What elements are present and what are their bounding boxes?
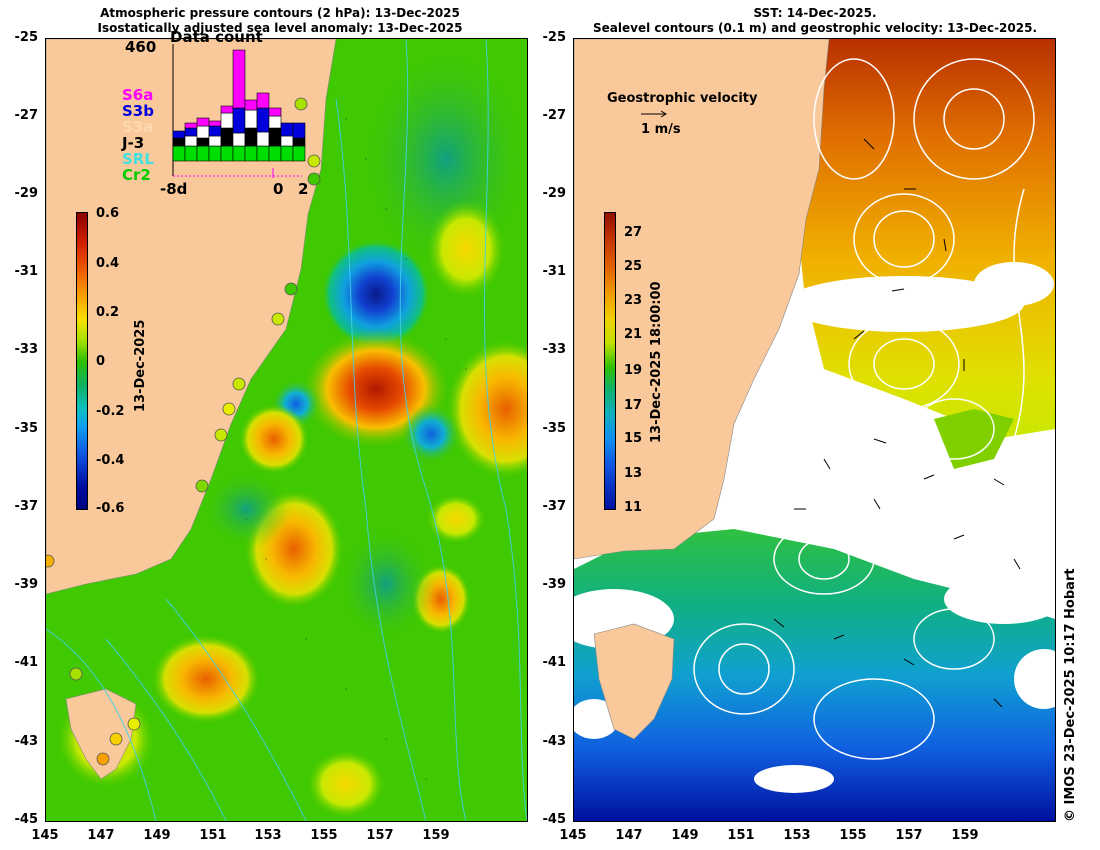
satellite-cr2: Cr2: [122, 166, 151, 184]
lat-tick-right: -37: [542, 499, 567, 514]
lon-tick: 149: [143, 828, 171, 843]
lon-tick-right: 145: [559, 828, 587, 843]
lat-tick-right: -27: [542, 108, 567, 123]
data-count-histogram: [172, 44, 306, 178]
satellite-s6a: S6a: [122, 86, 154, 104]
lat-tick-right: -25: [542, 30, 567, 45]
lat-tick-right: -45: [542, 812, 567, 827]
lat-tick: -45: [14, 812, 39, 827]
satellite-s3b: S3b: [122, 102, 154, 120]
lat-tick: -41: [14, 655, 39, 670]
lon-tick: 155: [310, 828, 338, 843]
sst-colorbar-label: 13-Dec-2025 18:00:00: [649, 281, 664, 443]
lon-tick-right: 147: [615, 828, 643, 843]
lon-tick-right: 159: [951, 828, 979, 843]
left-title-line1: Atmospheric pressure contours (2 hPa): 1…: [100, 6, 460, 20]
velocity-legend-arrow: [641, 110, 667, 118]
sea-level-colorbar: [76, 212, 88, 510]
lat-tick: -25: [14, 30, 39, 45]
sea-level-colorbar-label: 13-Dec-2025: [133, 319, 148, 412]
velocity-legend-label: Geostrophic velocity: [607, 91, 758, 106]
imos-credit: © IMOS 23-Dec-2025 10:17 Hobart: [1063, 568, 1078, 822]
sea-level-colorbar-tick: -0.6: [96, 501, 125, 516]
lon-tick-right: 151: [727, 828, 755, 843]
lat-tick-right: -33: [542, 342, 567, 357]
lon-tick: 159: [422, 828, 450, 843]
sst-field: [574, 39, 1055, 821]
lon-tick-right: 149: [671, 828, 699, 843]
sea-level-colorbar-tick: -0.4: [96, 453, 125, 468]
sst-colorbar-tick: 11: [624, 500, 643, 515]
sea-level-colorbar-tick: 0: [96, 354, 106, 369]
data-count-max: 460: [125, 38, 157, 56]
lat-tick: -35: [14, 421, 39, 436]
lon-tick: 147: [87, 828, 115, 843]
satellite-j3: J-3: [122, 134, 145, 152]
sst-colorbar-tick: 21: [624, 327, 643, 342]
sea-level-colorbar-tick: 0.6: [96, 206, 120, 221]
sst-map[interactable]: Geostrophic velocity 1 m/s: [573, 38, 1056, 822]
sst-colorbar-tick: 25: [624, 259, 643, 274]
sst-colorbar-tick: 27: [624, 225, 643, 240]
lat-tick: -33: [14, 342, 39, 357]
sea-level-anomaly-field: [46, 39, 527, 821]
lat-tick-right: -31: [542, 264, 567, 279]
lon-tick: 153: [254, 828, 282, 843]
sst-colorbar-tick: 13: [624, 466, 643, 481]
australia-mainland: [46, 39, 337, 595]
lat-tick: -37: [14, 499, 39, 514]
sea-level-anomaly-map[interactable]: [45, 38, 528, 822]
right-title-line1: SST: 14-Dec-2025.: [753, 6, 877, 20]
lon-tick-right: 155: [839, 828, 867, 843]
data-count-xtick-zero: 0: [273, 180, 284, 198]
lat-tick-right: -29: [542, 186, 567, 201]
data-count-xtick-end: 2: [298, 180, 309, 198]
tasmania-sst: [593, 623, 675, 740]
lat-tick: -31: [14, 264, 39, 279]
sst-colorbar-tick: 19: [624, 363, 643, 378]
velocity-legend-scale: 1 m/s: [641, 122, 681, 137]
sst-colorbar-tick: 23: [624, 293, 643, 308]
sst-colorbar-tick: 17: [624, 398, 643, 413]
lat-tick: -29: [14, 186, 39, 201]
lon-tick: 145: [31, 828, 59, 843]
right-title-line2: Sealevel contours (0.1 m) and geostrophi…: [593, 21, 1037, 35]
lat-tick-right: -39: [542, 577, 567, 592]
lon-tick-right: 153: [783, 828, 811, 843]
satellite-srl: SRL: [122, 150, 154, 168]
data-count-inset: Data count 460 -8d 0 2: [120, 28, 320, 198]
sea-level-colorbar-tick: 0.4: [96, 256, 120, 271]
australia-mainland-sst: [574, 39, 830, 560]
lon-tick: 157: [366, 828, 394, 843]
sea-level-colorbar-tick: 0.2: [96, 305, 120, 320]
velocity-arrows: [773, 138, 1021, 708]
data-count-title: Data count: [170, 28, 263, 46]
data-count-xtick-start: -8d: [160, 180, 188, 198]
lat-tick-right: -41: [542, 655, 567, 670]
lat-tick-right: -43: [542, 734, 567, 749]
left-title-line2: Isostatically adjusted sea level anomaly…: [97, 21, 463, 35]
sea-level-colorbar-tick: -0.2: [96, 404, 125, 419]
lon-tick: 151: [199, 828, 227, 843]
lat-tick: -43: [14, 734, 39, 749]
lat-tick: -27: [14, 108, 39, 123]
lon-tick-right: 157: [895, 828, 923, 843]
tasmania: [65, 688, 137, 780]
sst-colorbar-tick: 15: [624, 431, 643, 446]
lat-tick: -39: [14, 577, 39, 592]
satellite-s3a: S3a: [122, 118, 154, 136]
lat-tick-right: -35: [542, 421, 567, 436]
sst-colorbar: [604, 212, 616, 510]
